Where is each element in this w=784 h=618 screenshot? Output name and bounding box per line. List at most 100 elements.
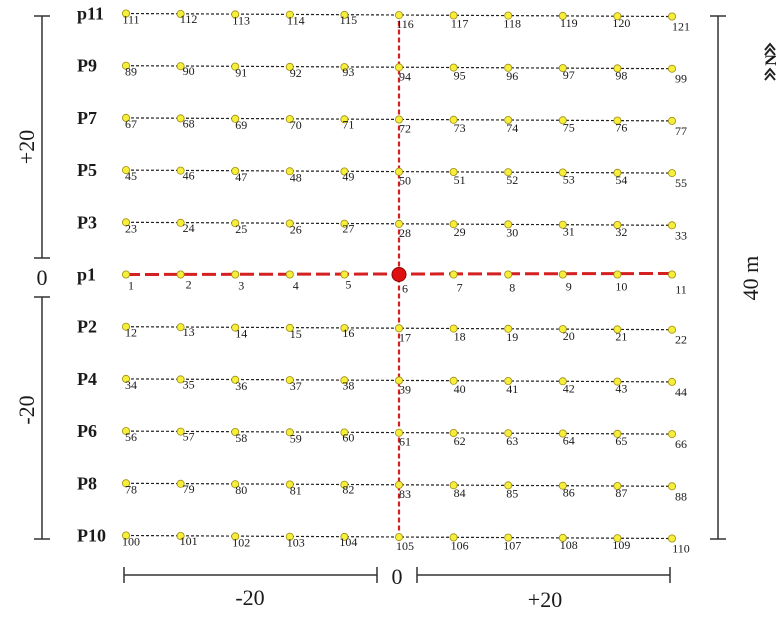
point-number: 27 [342, 222, 354, 236]
survey-point [449, 376, 458, 385]
point-number: 87 [615, 486, 627, 500]
survey-point [504, 270, 513, 279]
survey-point [176, 323, 185, 332]
point-number: 52 [506, 173, 518, 187]
point-number: 38 [342, 378, 354, 392]
point-number: 48 [290, 170, 302, 184]
point-number: 73 [454, 121, 466, 135]
survey-point [340, 480, 349, 489]
survey-point [613, 64, 622, 73]
profile-line [125, 169, 673, 174]
right-scale [710, 15, 726, 540]
survey-point [176, 218, 185, 227]
survey-point [558, 325, 567, 334]
row-label: P10 [77, 526, 106, 546]
survey-point [231, 166, 240, 175]
profile-line [125, 534, 673, 540]
survey-point [504, 11, 513, 20]
survey-point [285, 219, 294, 228]
survey-point [394, 63, 403, 72]
survey-point [285, 270, 294, 279]
point-number: 114 [287, 14, 305, 28]
point-number: 80 [235, 483, 247, 497]
survey-point [176, 479, 185, 488]
survey-point [668, 534, 677, 543]
right-length-label: 40 m [738, 256, 763, 301]
survey-point [668, 270, 677, 279]
row-label: P2 [77, 317, 97, 337]
row-label: P4 [77, 369, 97, 389]
survey-point [122, 322, 131, 331]
point-number: 86 [563, 486, 575, 500]
point-number: 72 [399, 122, 411, 136]
profile-line [125, 221, 673, 226]
point-number: 33 [675, 228, 687, 242]
survey-point [449, 167, 458, 176]
point-number: 25 [235, 222, 247, 236]
survey-points [122, 9, 677, 543]
survey-point [340, 376, 349, 385]
survey-point [176, 270, 185, 279]
profile-line [125, 326, 673, 331]
point-number: 117 [451, 16, 469, 30]
survey-point [558, 11, 567, 20]
left-zero-label: 0 [37, 265, 48, 290]
survey-point [558, 377, 567, 386]
survey-point [504, 116, 513, 125]
survey-point [504, 220, 513, 229]
survey-point [668, 325, 677, 334]
survey-point [231, 375, 240, 384]
point-number: 10 [615, 280, 627, 294]
point-number: 60 [342, 431, 354, 445]
survey-point [176, 375, 185, 384]
point-number: 110 [672, 542, 690, 556]
point-number: 112 [180, 12, 198, 26]
survey-point [504, 63, 513, 72]
point-number: 65 [615, 434, 627, 448]
point-number: 102 [232, 535, 250, 549]
survey-point [285, 428, 294, 437]
point-number: 3 [238, 279, 244, 293]
point-number: 104 [339, 535, 357, 549]
point-number: 31 [563, 225, 575, 239]
survey-point [285, 532, 294, 541]
survey-point [122, 218, 131, 227]
survey-point [394, 533, 403, 542]
point-number: 76 [615, 121, 627, 135]
point-number: 36 [235, 379, 247, 393]
point-number: 6 [402, 282, 408, 296]
point-number: 91 [235, 66, 247, 80]
survey-point [122, 113, 131, 122]
point-number: 107 [503, 539, 521, 553]
survey-point [668, 377, 677, 386]
survey-point [340, 219, 349, 228]
survey-point [285, 167, 294, 176]
point-number: 35 [183, 377, 195, 391]
survey-point [176, 9, 185, 18]
survey-point [231, 323, 240, 332]
survey-point [613, 429, 622, 438]
survey-point [176, 166, 185, 175]
point-number: 115 [340, 13, 358, 27]
point-number: 32 [615, 225, 627, 239]
survey-point [558, 270, 567, 279]
survey-point [668, 430, 677, 439]
survey-point [449, 481, 458, 490]
point-number: 69 [235, 118, 247, 132]
point-number: 78 [125, 482, 137, 496]
survey-point [449, 115, 458, 124]
point-number: 21 [615, 329, 627, 343]
center-point-marker [391, 267, 407, 282]
point-number: 41 [506, 382, 518, 396]
survey-point [613, 481, 622, 490]
point-number: 44 [675, 385, 687, 399]
survey-point [231, 114, 240, 123]
point-number: 13 [183, 325, 195, 339]
point-number: 77 [675, 124, 687, 138]
point-number: 67 [125, 117, 137, 131]
survey-point [394, 324, 403, 333]
point-number: 120 [612, 16, 630, 30]
point-number: 103 [287, 536, 305, 550]
survey-point [449, 533, 458, 542]
row-label: p1 [77, 265, 96, 285]
